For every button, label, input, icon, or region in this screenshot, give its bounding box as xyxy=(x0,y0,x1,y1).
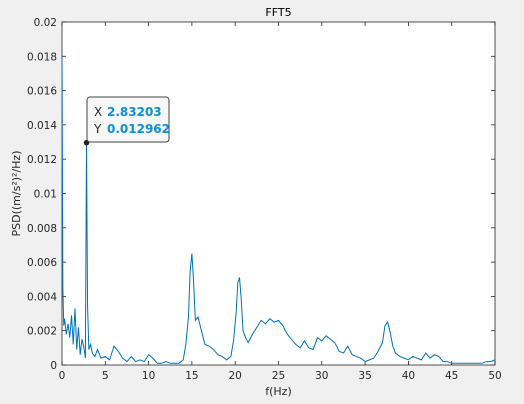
plot-area xyxy=(61,21,496,366)
datatip-box[interactable]: X 2.83203 Y 0.012962 xyxy=(86,96,170,143)
y-tick-label: 0.006 xyxy=(27,257,57,269)
chart-title: FFT5 xyxy=(265,6,291,19)
y-tick-label: 0 xyxy=(50,360,57,372)
x-tick-label: 50 xyxy=(488,370,501,382)
psd-series-line xyxy=(61,56,496,364)
x-axis-label: f(Hz) xyxy=(265,385,292,398)
x-tick-label: 0 xyxy=(59,370,66,382)
x-tick-label: 5 xyxy=(102,370,109,382)
x-tick-label: 35 xyxy=(358,370,371,382)
x-tick-label: 45 xyxy=(445,370,458,382)
datatip-x-value: 2.83203 xyxy=(107,105,162,119)
y-tick-label: 0.018 xyxy=(27,51,57,63)
y-tick-label: 0.01 xyxy=(34,189,57,201)
y-axis-label: PSD((m/s²)²/Hz) xyxy=(10,151,23,237)
y-tick-label: 0.016 xyxy=(27,86,57,98)
y-tick-label: 0.004 xyxy=(27,291,57,303)
y-tick-label: 0.02 xyxy=(34,17,57,29)
x-tick-label: 20 xyxy=(229,370,242,382)
x-tick-label: 15 xyxy=(185,370,198,382)
datatip-y-value: 0.012962 xyxy=(107,122,170,136)
x-tick-label: 25 xyxy=(272,370,285,382)
y-tick-label: 0.008 xyxy=(27,223,57,235)
x-tick-label: 30 xyxy=(315,370,328,382)
y-tick-label: 0.012 xyxy=(27,154,57,166)
x-tick-label: 40 xyxy=(402,370,415,382)
x-tick-label: 10 xyxy=(142,370,155,382)
y-tick-label: 0.014 xyxy=(27,120,57,132)
datatip-x-label: X xyxy=(94,105,102,119)
datatip-y-label: Y xyxy=(93,122,102,136)
axis-ticks: 0 5 10 15 20 25 30 35 40 45 50 0 0.002 0.004 0.006 0.00… xyxy=(27,17,502,382)
y-tick-label: 0.002 xyxy=(27,326,57,338)
